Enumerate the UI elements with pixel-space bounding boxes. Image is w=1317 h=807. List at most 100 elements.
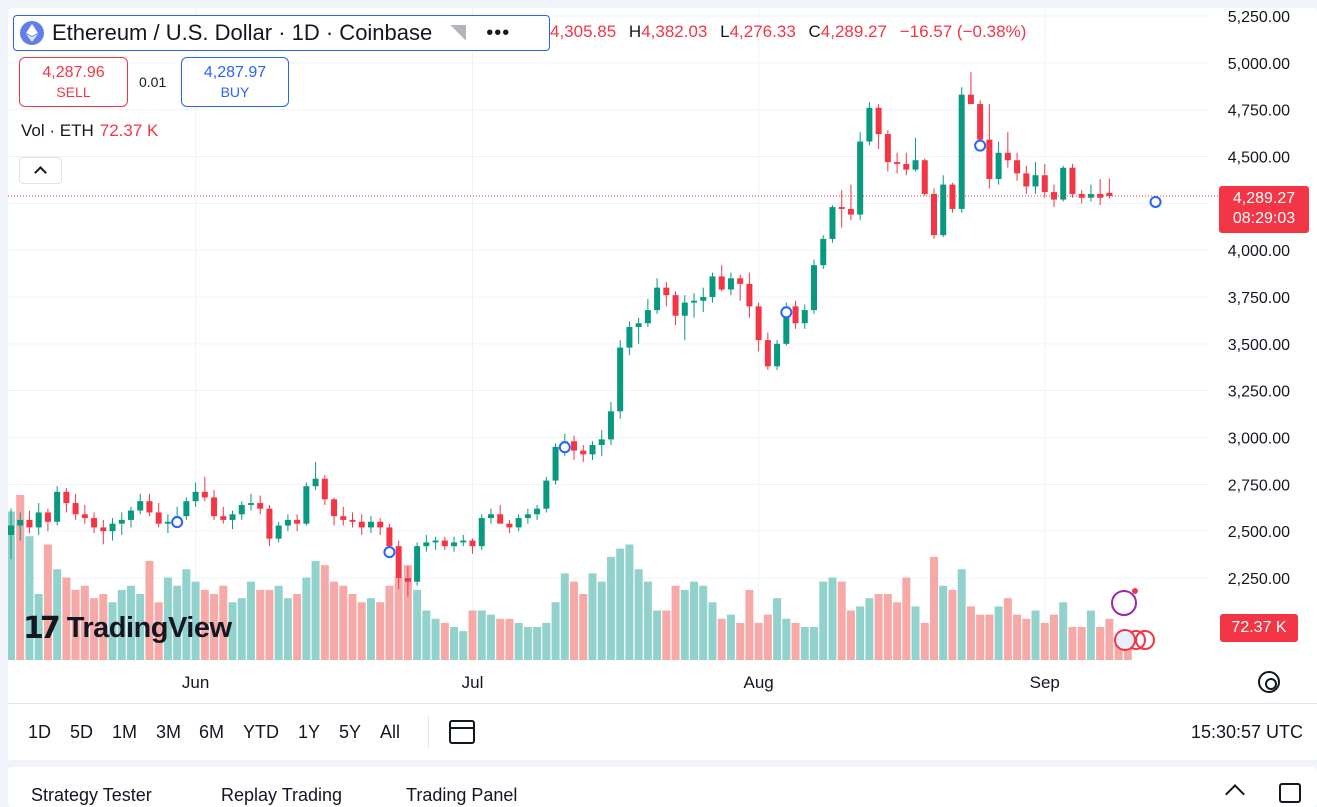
candle-body — [718, 276, 725, 290]
settings-icon[interactable] — [1258, 671, 1280, 693]
range-1y[interactable]: 1Y — [298, 722, 321, 742]
candle-body — [598, 439, 605, 445]
candle-body — [940, 184, 947, 236]
volume-bar — [579, 594, 588, 660]
chart-pane[interactable]: 5,250.005,000.004,750.004,500.004,250.00… — [8, 8, 1317, 760]
candle-body — [515, 518, 522, 528]
volume-bar — [210, 594, 219, 660]
volume-bar — [634, 569, 643, 660]
candle-body — [155, 512, 162, 524]
candle-body — [257, 503, 264, 509]
more-icon[interactable]: ••• — [486, 22, 511, 44]
price-tick-label: 3,000.00 — [1228, 431, 1290, 448]
tradingview-logo[interactable]: 17 TradingView — [23, 611, 232, 646]
range-1m[interactable]: 1M — [112, 722, 138, 742]
price-axis[interactable]: 5,250.005,000.004,750.004,500.004,250.00… — [1228, 9, 1290, 588]
volume-bar — [920, 622, 929, 660]
range-1d[interactable]: 1D — [28, 722, 52, 742]
candle-body — [857, 141, 864, 215]
volume-bar — [99, 594, 108, 660]
collapse-legend-button[interactable] — [19, 157, 62, 184]
candle-body — [792, 306, 799, 324]
volume-bar — [477, 610, 486, 660]
volume-bar — [1096, 627, 1105, 660]
maximize-icon[interactable] — [1279, 783, 1301, 803]
buy-price: 4,287.97 — [203, 64, 267, 81]
buy-button[interactable]: 4,287.97 BUY — [181, 57, 289, 107]
time-axis[interactable]: Jun Jul Aug Sep — [182, 673, 1060, 692]
candle-body — [469, 540, 476, 547]
range-3m[interactable]: 3M — [156, 722, 182, 742]
calendar-goto-icon[interactable] — [449, 720, 475, 744]
candle-body — [1041, 175, 1048, 193]
volume-bar — [357, 602, 366, 660]
candle-body — [709, 276, 716, 297]
volume-bar — [90, 598, 99, 660]
volume-bar — [505, 618, 514, 660]
tab-trading-panel[interactable]: Trading Panel — [406, 785, 518, 805]
event-marker-icon — [1149, 195, 1162, 208]
symbol-legend[interactable]: Ethereum / U.S. Dollar · 1D · Coinbase •… — [13, 15, 550, 51]
volume-bar — [523, 627, 532, 660]
volume-bar — [1003, 598, 1012, 660]
buy-label: BUY — [220, 84, 250, 100]
us-flag-icon[interactable] — [1114, 629, 1136, 651]
candle-body — [986, 139, 993, 179]
volume-bar — [486, 614, 495, 660]
volume-bar — [302, 577, 311, 660]
chevron-up-icon[interactable] — [1225, 784, 1245, 804]
candle-body — [8, 525, 14, 535]
candle-body — [774, 343, 781, 367]
volume-bar — [311, 561, 320, 660]
candle-body — [229, 514, 236, 520]
event-marker-icon — [383, 546, 396, 559]
range-ytd[interactable]: YTD — [243, 722, 279, 742]
news-icons[interactable] — [1111, 588, 1155, 651]
event-spark-icon[interactable] — [1111, 590, 1137, 616]
candle-body — [949, 184, 956, 209]
flag-icon[interactable] — [450, 25, 467, 41]
volume-bar — [874, 594, 883, 660]
candle-body — [681, 302, 688, 316]
volume-legend[interactable]: Vol · ETH 72.37 K — [21, 121, 158, 141]
price-tick-label: 2,750.00 — [1228, 477, 1290, 494]
candle-body — [1004, 152, 1011, 161]
chevron-up-icon — [34, 166, 47, 179]
candle-body — [617, 347, 624, 412]
candle-body — [1106, 192, 1113, 196]
utc-clock[interactable]: 15:30:57 UTC — [1190, 722, 1303, 742]
eth-logo-icon — [20, 21, 44, 45]
time-tick-label: Aug — [744, 673, 774, 692]
volume-bar — [662, 610, 671, 660]
range-5d[interactable]: 5D — [70, 722, 94, 742]
price-tick-label: 5,250.00 — [1228, 9, 1290, 26]
candle-body — [524, 514, 531, 519]
volume-bar — [763, 614, 772, 660]
volume-bar — [966, 606, 975, 660]
volume-bar — [948, 589, 957, 660]
range-5y[interactable]: 5Y — [339, 722, 362, 742]
volume-bar — [450, 627, 459, 660]
candle-body — [820, 238, 827, 266]
event-marker-icon — [558, 441, 571, 454]
symbol-title[interactable]: Ethereum / U.S. Dollar · 1D · Coinbase — [52, 20, 433, 45]
volume-bar — [154, 602, 163, 660]
ohlc-close-label: C — [808, 22, 821, 41]
range-6m[interactable]: 6M — [199, 722, 225, 742]
candle-body — [607, 411, 614, 440]
candle-body — [903, 163, 910, 170]
volume-bar — [745, 589, 754, 660]
candle-body — [589, 444, 596, 455]
volume-bar — [1031, 610, 1040, 660]
candle-body — [644, 310, 651, 324]
candle-body — [1087, 193, 1094, 198]
candle-body — [81, 514, 88, 519]
tab-replay-trading[interactable]: Replay Trading — [221, 785, 343, 805]
price-chart[interactable]: 5,250.005,000.004,750.004,500.004,250.00… — [8, 8, 1317, 708]
volume-bar — [246, 581, 255, 660]
sell-button[interactable]: 4,287.96 SELL — [19, 57, 128, 107]
candle-body — [654, 287, 661, 311]
tab-strategy-tester[interactable]: Strategy Tester — [31, 785, 152, 805]
range-all[interactable]: All — [380, 722, 401, 742]
